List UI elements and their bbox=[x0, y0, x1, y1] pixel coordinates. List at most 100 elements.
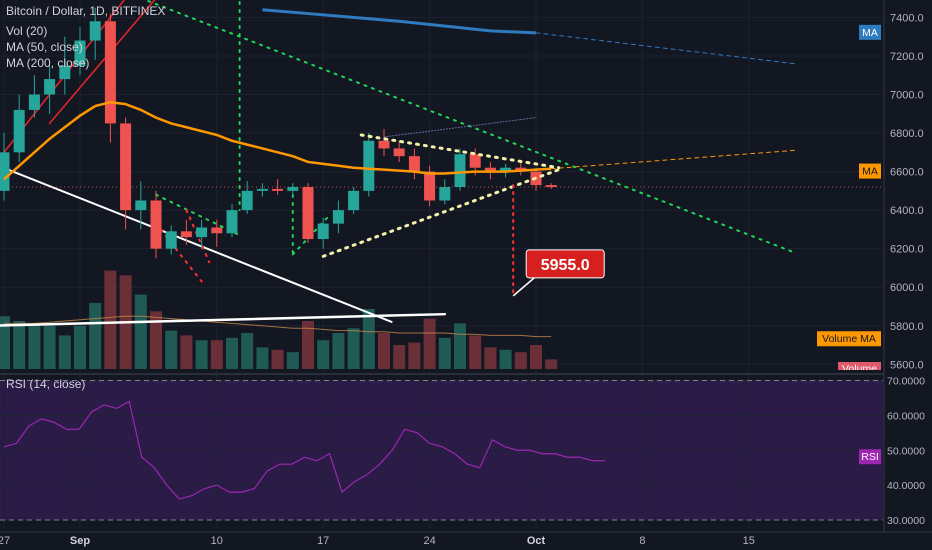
volume-bar bbox=[423, 318, 436, 369]
target-callout-pointer bbox=[512, 277, 535, 297]
ma50-pill-box bbox=[859, 163, 881, 179]
volume-bar bbox=[514, 352, 527, 369]
volume-bar bbox=[286, 352, 299, 369]
price-tick-label: 6200.0 bbox=[890, 244, 924, 256]
rsi-line bbox=[3, 400, 605, 500]
volume-bar bbox=[89, 303, 102, 369]
volume-bar bbox=[317, 340, 330, 369]
price-tick-label: 6000.0 bbox=[890, 282, 924, 294]
candle-body bbox=[545, 185, 557, 187]
rsi-tick-label: 70.0000 bbox=[887, 375, 925, 387]
ma200-line bbox=[262, 8, 537, 35]
candle-body bbox=[196, 227, 208, 238]
price-tick-label: 7400.0 bbox=[890, 12, 924, 24]
volume-bar bbox=[469, 335, 482, 369]
candle-body bbox=[135, 200, 147, 211]
volume-bar bbox=[74, 325, 86, 369]
volume-bar bbox=[302, 321, 314, 369]
candle-body bbox=[0, 152, 10, 191]
time-tick-label: 8 bbox=[639, 535, 645, 547]
volume-bar bbox=[347, 328, 360, 369]
volume-ma-pill-box bbox=[817, 331, 881, 347]
green-flag-line bbox=[155, 193, 241, 237]
volume-bar bbox=[13, 321, 26, 369]
time-tick-label: Oct bbox=[527, 535, 546, 547]
volume-bar bbox=[378, 333, 390, 369]
price-tick-label: 7200.0 bbox=[890, 51, 924, 63]
candle-body bbox=[317, 223, 329, 240]
candle-body bbox=[348, 190, 360, 211]
volume-bar bbox=[210, 340, 223, 369]
candle-body bbox=[439, 187, 451, 201]
rsi-title: RSI (14, close) bbox=[6, 377, 86, 391]
ma200-pill-box bbox=[859, 24, 881, 40]
volume-bar bbox=[165, 330, 178, 369]
target-callout-box bbox=[525, 249, 605, 279]
candle-body bbox=[378, 140, 390, 149]
price-tick-label: 6800.0 bbox=[890, 128, 924, 140]
candle-body bbox=[302, 187, 314, 240]
time-tick-label: 10 bbox=[211, 535, 223, 547]
volume-bar bbox=[43, 325, 56, 369]
candle-body bbox=[28, 94, 40, 110]
price-tick-label: 5600.0 bbox=[890, 359, 924, 371]
triangle-lower-line bbox=[321, 168, 561, 258]
volume-bar bbox=[332, 333, 345, 369]
volume-bar bbox=[271, 349, 284, 369]
candle-body bbox=[256, 188, 268, 191]
volume-bar bbox=[28, 323, 41, 369]
price-axis-background bbox=[884, 0, 932, 550]
candle-body bbox=[287, 187, 299, 191]
price-tick-label: 5800.0 bbox=[890, 321, 924, 333]
volume-bar bbox=[393, 345, 406, 369]
volume-bar bbox=[241, 333, 254, 369]
volume-bar bbox=[256, 347, 269, 369]
rsi-tick-label: 50.0000 bbox=[887, 445, 925, 457]
candle-body bbox=[13, 109, 25, 153]
candle-body bbox=[272, 188, 284, 191]
red-channel-line bbox=[48, 0, 156, 125]
volume-bar bbox=[134, 294, 147, 369]
green-trendline-long bbox=[142, 0, 796, 254]
green-flag-line-2 bbox=[291, 212, 332, 256]
time-tick-label: 24 bbox=[423, 535, 435, 547]
candle-body bbox=[120, 123, 132, 211]
volume-bar bbox=[362, 309, 375, 369]
candle-body bbox=[408, 156, 420, 172]
rsi-pill: RSI bbox=[861, 451, 879, 463]
volume-bar bbox=[408, 342, 421, 369]
volume-bar bbox=[180, 335, 193, 369]
target-callout-text: 5955.0 bbox=[541, 257, 590, 274]
candle-body bbox=[226, 210, 238, 234]
volume-bar bbox=[226, 337, 238, 369]
volume-bar bbox=[104, 270, 117, 369]
candle-body bbox=[393, 148, 405, 157]
candle-body bbox=[44, 79, 56, 95]
red-dotted-line-2 bbox=[185, 209, 211, 264]
candle-body bbox=[363, 140, 375, 191]
time-tick-label: Sep bbox=[70, 535, 90, 547]
price-tick-label: 6600.0 bbox=[890, 167, 924, 179]
candle-body bbox=[454, 154, 466, 187]
candle-body bbox=[89, 21, 101, 41]
volume-bar bbox=[454, 323, 466, 369]
time-tick-label: 17 bbox=[317, 535, 329, 547]
volume-ma-line bbox=[4, 315, 552, 338]
volume-pill: Volume bbox=[842, 363, 877, 375]
volume-bar bbox=[499, 349, 512, 369]
candle-body bbox=[180, 231, 192, 238]
volume-bar bbox=[58, 335, 71, 369]
candle-body bbox=[500, 167, 512, 172]
volume-bar bbox=[484, 347, 497, 369]
candle-body bbox=[59, 65, 71, 80]
candle-body bbox=[165, 231, 177, 249]
ma200-projection bbox=[535, 32, 795, 65]
ma50-line bbox=[3, 100, 552, 181]
volume-ma-pill: Volume MA bbox=[822, 333, 876, 345]
time-tick-label: 27 bbox=[0, 535, 10, 547]
price-tick-label: 6400.0 bbox=[890, 205, 924, 217]
time-tick-label: 15 bbox=[743, 535, 755, 547]
volume-bar bbox=[0, 316, 10, 369]
rsi-tick-label: 60.0000 bbox=[887, 410, 925, 422]
